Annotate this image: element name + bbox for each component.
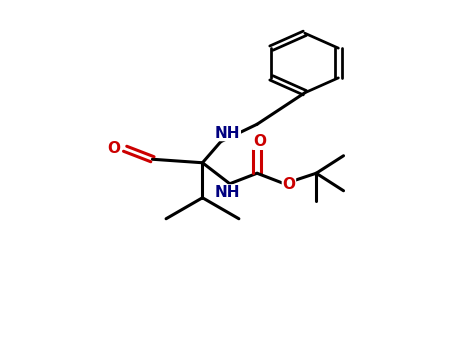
Text: O: O (283, 177, 295, 192)
Text: NH: NH (215, 126, 240, 140)
Text: O: O (107, 141, 120, 156)
Text: NH: NH (215, 185, 240, 200)
Text: O: O (253, 134, 266, 149)
